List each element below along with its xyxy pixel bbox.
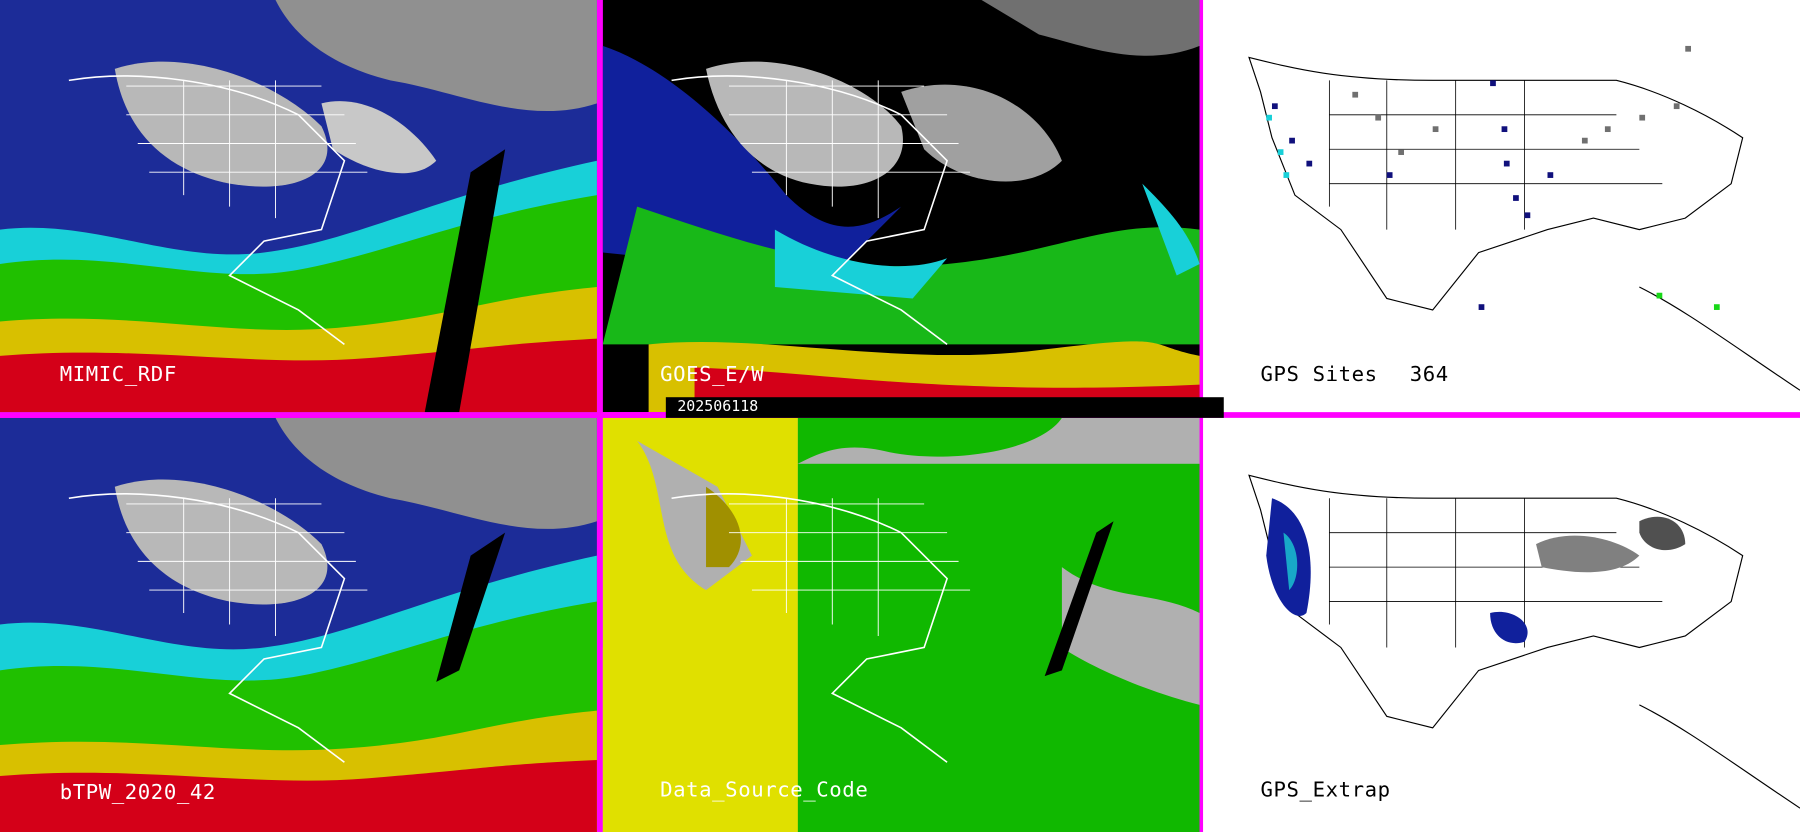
goes-ew-map	[602, 0, 1200, 413]
panel-btpw[interactable]: bTPW_2020_42	[0, 417, 597, 832]
panel-label: bTPW_2020_42	[59, 780, 216, 805]
panel-label: GPS Sites	[1260, 362, 1378, 387]
gps-extrap-map	[1203, 417, 1800, 832]
timestamp-bar: 202506118	[665, 397, 1224, 418]
panel-goes-ew[interactable]: GOES_E/W	[602, 0, 1200, 413]
panel-label: GOES_E/W	[660, 362, 765, 387]
panel-gps-sites[interactable]: GPS Sites 364	[1203, 0, 1800, 413]
gps-site-count: 364	[1409, 362, 1449, 387]
panel-label: Data_Source_Code	[660, 778, 869, 803]
mimic-rdf-map	[0, 0, 597, 413]
data-source-map	[602, 417, 1200, 832]
panel-mimic-rdf[interactable]: MIMIC_RDF	[0, 0, 597, 413]
btpw-map	[0, 417, 597, 832]
panel-label: MIMIC_RDF	[59, 362, 177, 387]
panel-data-source-code[interactable]: Data_Source_Code	[602, 417, 1200, 832]
panel-gps-extrap[interactable]: GPS_Extrap	[1203, 417, 1800, 832]
gps-sites-map	[1203, 0, 1800, 413]
panel-label: GPS_Extrap	[1260, 778, 1391, 803]
